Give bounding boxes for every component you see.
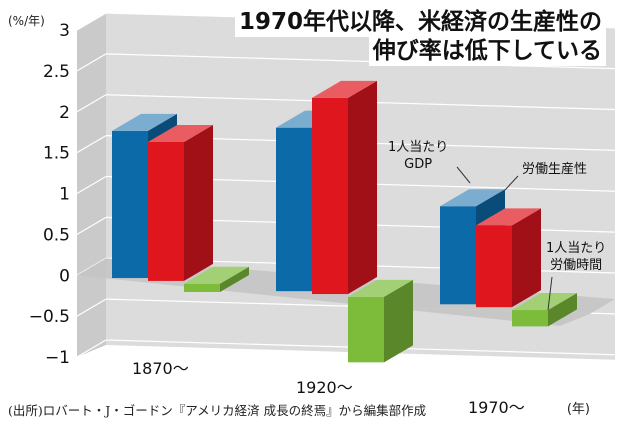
y-tick-label: 3 xyxy=(59,21,70,41)
bar-hours-1 xyxy=(348,279,413,363)
y-tick-label: −0.5 xyxy=(29,307,70,327)
y-tick-label: 1 xyxy=(59,185,70,205)
bar-front xyxy=(112,130,148,279)
legend-hours-line-2: 労働時間 xyxy=(550,258,603,273)
bar-front xyxy=(440,206,476,305)
bar-top xyxy=(184,266,249,284)
gridline-side xyxy=(76,12,107,31)
bar-top xyxy=(312,80,377,98)
bar-front xyxy=(348,296,384,363)
y-tick-label: 2 xyxy=(59,103,70,123)
bar-labor-1 xyxy=(312,80,377,295)
bar-top xyxy=(440,189,505,207)
bar-side xyxy=(384,279,413,363)
legend-gdp-line-1: 1人当たり xyxy=(388,140,449,155)
headline-line-1: 1970年代以降、米経済の生産性の xyxy=(234,8,606,37)
y-tick-label: 0.5 xyxy=(43,225,70,245)
legend-hours: 1人当たり 労働時間 xyxy=(546,240,606,274)
gridline-side xyxy=(76,298,107,317)
bar-top xyxy=(476,208,541,226)
bar-top xyxy=(112,113,177,131)
category-label-1920: 1920〜 xyxy=(296,378,353,397)
gridline-side xyxy=(76,53,107,72)
bar-labor-2 xyxy=(476,208,541,308)
legend-labor-line-1: 労働生産性 xyxy=(522,162,588,177)
y-tick-label: 2.5 xyxy=(43,62,70,82)
bar-front xyxy=(276,127,312,292)
bar-front xyxy=(512,310,548,327)
headline-line-2: 伸び率は低下している xyxy=(368,37,606,66)
y-tick-label: 0 xyxy=(59,266,70,286)
gridline-side xyxy=(76,94,107,113)
legend-leader-line xyxy=(456,166,471,184)
legend-gdp: 1人当たり GDP xyxy=(388,139,448,173)
y-tick-label: 1.5 xyxy=(43,144,70,164)
bar-side xyxy=(548,293,577,327)
bar-top xyxy=(512,293,577,311)
legend-labor: 労働生産性 xyxy=(522,161,587,178)
bar-top xyxy=(148,124,213,142)
gridline-side xyxy=(76,135,107,154)
gridline-side xyxy=(76,216,107,235)
chart-headline: 1970年代以降、米経済の生産性の 伸び率は低下している xyxy=(234,8,606,66)
source-note: (出所)ロバート・J・ゴードン『アメリカ経済 成長の終焉』から編集部作成 xyxy=(8,403,427,418)
bar-hours-2 xyxy=(512,293,577,327)
legend-hours-line-1: 1人当たり xyxy=(546,241,607,256)
gridline-side xyxy=(76,339,107,358)
bar-side xyxy=(220,266,249,292)
bar-top xyxy=(348,279,413,297)
x-axis-unit: (年) xyxy=(566,402,590,417)
y-tick-label: −1 xyxy=(45,348,70,368)
y-axis-unit: (%/年) xyxy=(8,14,45,28)
bar-labor-0 xyxy=(148,124,213,281)
bar-side xyxy=(348,80,377,295)
bar-side xyxy=(184,124,213,281)
bar-hours-0 xyxy=(184,266,249,292)
bar-side xyxy=(512,208,541,308)
bar-front xyxy=(148,141,184,281)
gridline xyxy=(105,53,616,70)
legend-leader-line xyxy=(547,276,553,311)
bar-front xyxy=(476,225,512,308)
gridline-side xyxy=(76,175,107,195)
category-label-1970: 1970〜 xyxy=(468,398,525,417)
bar-front xyxy=(184,283,220,292)
legend-gdp-line-2: GDP xyxy=(404,157,433,172)
bar-front xyxy=(312,97,348,295)
legend-leader-line xyxy=(504,175,519,191)
category-label-1870: 1870〜 xyxy=(132,359,189,378)
